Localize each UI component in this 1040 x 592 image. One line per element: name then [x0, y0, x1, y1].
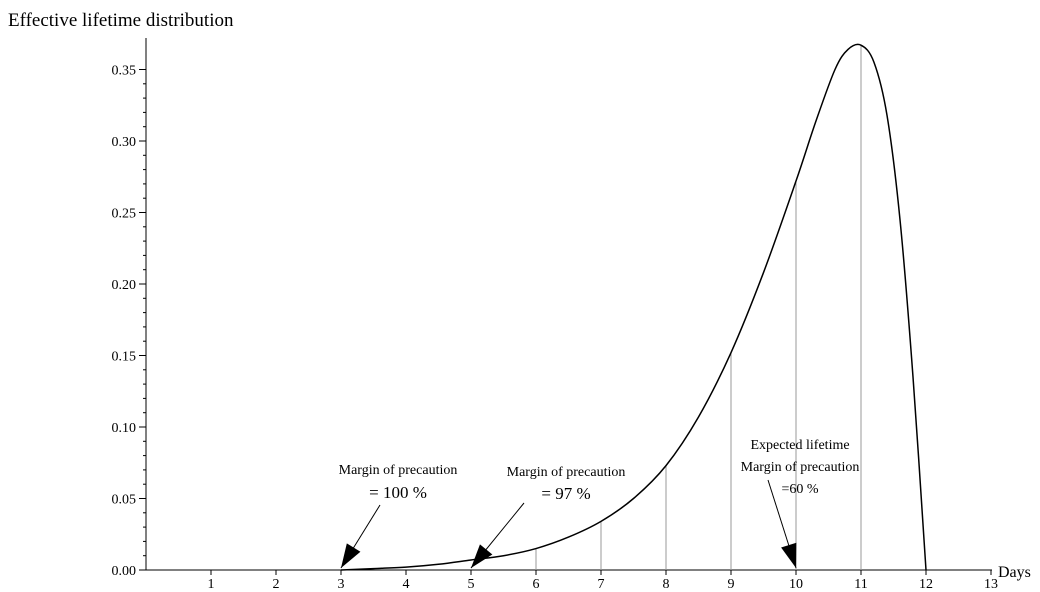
arrow-head-icon — [471, 544, 493, 568]
annotation-text: = 100 % — [369, 483, 427, 502]
x-tick-label: 11 — [854, 577, 867, 592]
x-tick-label: 4 — [403, 577, 410, 592]
y-tick-label: 0.35 — [112, 64, 137, 79]
x-tick-label: 13 — [984, 577, 998, 592]
y-tick-label: 0.10 — [112, 421, 137, 436]
x-tick-label: 10 — [789, 577, 803, 592]
annotation-text: Margin of precaution — [741, 460, 860, 475]
arrow-head-icon — [781, 542, 797, 568]
x-tick-label: 8 — [663, 577, 670, 592]
chart-title: Effective lifetime distribution — [8, 10, 234, 31]
x-tick-label: 12 — [919, 577, 933, 592]
y-tick-label: 0.25 — [112, 207, 137, 222]
arrow-head-icon — [341, 543, 361, 568]
y-tick-label: 0.00 — [112, 564, 137, 579]
annotation-text: =60 % — [781, 482, 818, 497]
y-tick-label: 0.30 — [112, 135, 137, 150]
annotation-text: Margin of precaution — [507, 465, 626, 480]
x-tick-label: 9 — [728, 577, 735, 592]
y-tick-label: 0.20 — [112, 278, 137, 293]
annotation-text: Margin of precaution — [339, 463, 458, 478]
y-tick-label: 0.05 — [112, 493, 137, 508]
x-tick-label: 1 — [208, 577, 215, 592]
x-tick-label: 3 — [338, 577, 345, 592]
x-tick-label: 5 — [468, 577, 475, 592]
distribution-curve — [340, 43, 927, 571]
annotation-text: = 97 % — [541, 484, 590, 503]
x-axis-label: Days — [998, 564, 1031, 581]
y-tick-label: 0.15 — [112, 350, 137, 365]
x-tick-label: 2 — [273, 577, 280, 592]
annotation-text: Expected lifetime — [750, 438, 849, 453]
x-tick-label: 6 — [533, 577, 540, 592]
x-tick-label: 7 — [598, 577, 605, 592]
